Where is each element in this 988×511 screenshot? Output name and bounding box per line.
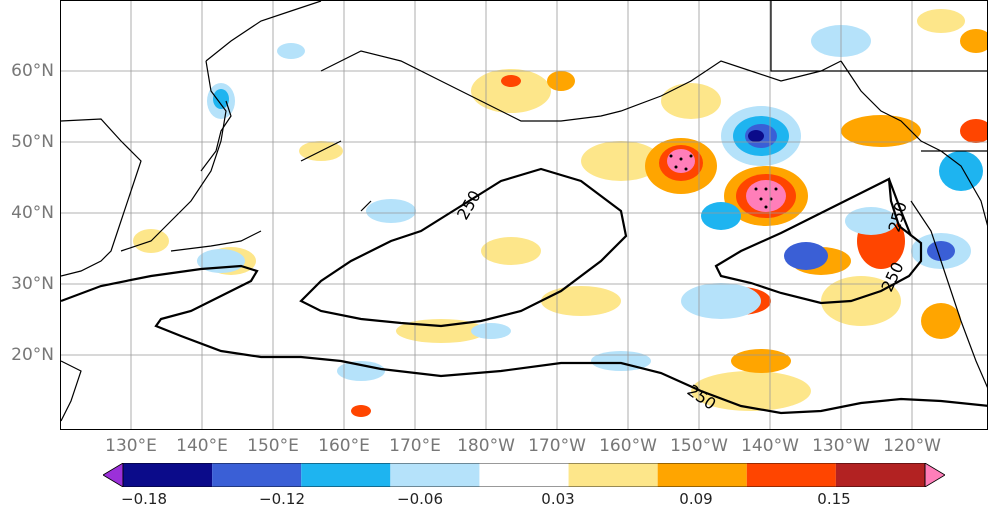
lon-label-170e: 170°E: [389, 436, 441, 456]
anomaly-map: 250 250 250 250: [61, 1, 987, 429]
lon-label-130w: 130°W: [812, 436, 870, 456]
lat-label-60n: 60°N: [11, 61, 54, 81]
lat-label-30n: 30°N: [11, 274, 54, 294]
lat-label-50n: 50°N: [11, 132, 54, 152]
coastlines: [61, 1, 987, 422]
colorbar-cell: [479, 463, 569, 487]
colorbar-label-4: 0.03: [541, 490, 575, 508]
lon-label-170w: 170°W: [528, 436, 586, 456]
lon-label-150w: 150°W: [670, 436, 728, 456]
colorbar-cell: [746, 463, 836, 487]
colorbar-label-2: −0.12: [259, 490, 305, 508]
contour-label-3: 250: [885, 200, 911, 234]
colorbar-cell: [568, 463, 658, 487]
lon-label-150e: 150°E: [247, 436, 299, 456]
colorbar-extend-low: [103, 463, 124, 487]
lon-label-160e: 160°E: [318, 436, 370, 456]
anomaly-shading: [133, 9, 987, 417]
lon-label-120w: 120°W: [883, 436, 941, 456]
colorbar-cell: [123, 463, 213, 487]
lat-label-20n: 20°N: [11, 345, 54, 365]
colorbar-extend-high: [924, 463, 945, 487]
lat-label-40n: 40°N: [11, 203, 54, 223]
colorbar-label-1: −0.18: [121, 490, 167, 508]
colorbar-cells: [103, 463, 945, 487]
colorbar-cell: [390, 463, 480, 487]
lon-label-160w: 160°W: [599, 436, 657, 456]
contour-250: [61, 167, 987, 415]
colorbar-cell: [835, 463, 925, 487]
lon-label-140e: 140°E: [176, 436, 228, 456]
contour-label-1: 250: [453, 187, 485, 223]
colorbar: [103, 463, 945, 487]
colorbar-cell: [657, 463, 747, 487]
colorbar-cell: [301, 463, 391, 487]
map-panel: 250 250 250 250: [60, 0, 988, 430]
graticule: [61, 1, 987, 429]
lon-label-180w: 180°W: [457, 436, 515, 456]
colorbar-label-3: −0.06: [397, 490, 443, 508]
colorbar-cell: [212, 463, 302, 487]
colorbar-label-6: 0.15: [817, 490, 851, 508]
lon-label-130e: 130°E: [105, 436, 157, 456]
colorbar-outline: [122, 463, 926, 487]
lon-label-140w: 140°W: [741, 436, 799, 456]
colorbar-label-5: 0.09: [679, 490, 713, 508]
